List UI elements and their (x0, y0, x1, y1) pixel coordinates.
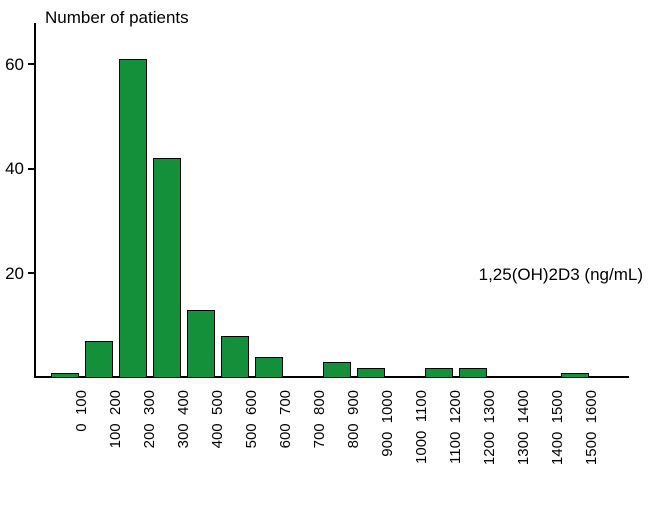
histogram-bar (459, 368, 487, 378)
histogram-bar (221, 336, 249, 378)
histogram-bar (425, 368, 453, 378)
y-axis-line (34, 23, 36, 378)
x-category-label: 1300 1400 (515, 390, 532, 465)
x-category-label: 1500 1600 (583, 390, 600, 465)
x-category-label: 400 500 (209, 390, 226, 448)
x-category-label: 1000 1100 (413, 390, 430, 464)
y-axis-title: Number of patients (45, 8, 189, 28)
x-category-label: 800 900 (345, 390, 362, 448)
y-tick-label: 40 (0, 159, 24, 179)
y-tick-mark (28, 272, 34, 274)
histogram-chart: Number of patients 1,25(OH)2D3 (ng/mL) 2… (0, 0, 669, 516)
x-category-label: 200 300 (141, 390, 158, 448)
x-category-label: 1400 1500 (549, 390, 566, 465)
histogram-bar (357, 368, 385, 378)
x-category-label: 900 1000 (379, 390, 396, 457)
y-tick-mark (28, 63, 34, 65)
histogram-bar (561, 373, 589, 378)
y-tick-label: 20 (0, 264, 24, 284)
x-category-label: 1200 1300 (481, 390, 498, 465)
x-category-label: 500 600 (243, 390, 260, 448)
histogram-bar (85, 341, 113, 378)
x-category-label: 100 200 (107, 390, 124, 448)
y-tick-mark (28, 168, 34, 170)
x-category-label: 0 100 (73, 390, 90, 432)
histogram-bar (153, 158, 181, 378)
y-tick-label: 60 (0, 55, 24, 75)
histogram-bar (119, 59, 147, 378)
histogram-bar (255, 357, 283, 378)
x-category-label: 600 700 (277, 390, 294, 448)
plot-area: 2040600 100100 200200 300300 400400 5005… (34, 38, 629, 378)
x-category-label: 1100 1200 (447, 390, 464, 464)
x-category-label: 700 800 (311, 390, 328, 448)
histogram-bar (323, 362, 351, 378)
histogram-bar (51, 373, 79, 378)
x-category-label: 300 400 (175, 390, 192, 448)
histogram-bar (187, 310, 215, 378)
